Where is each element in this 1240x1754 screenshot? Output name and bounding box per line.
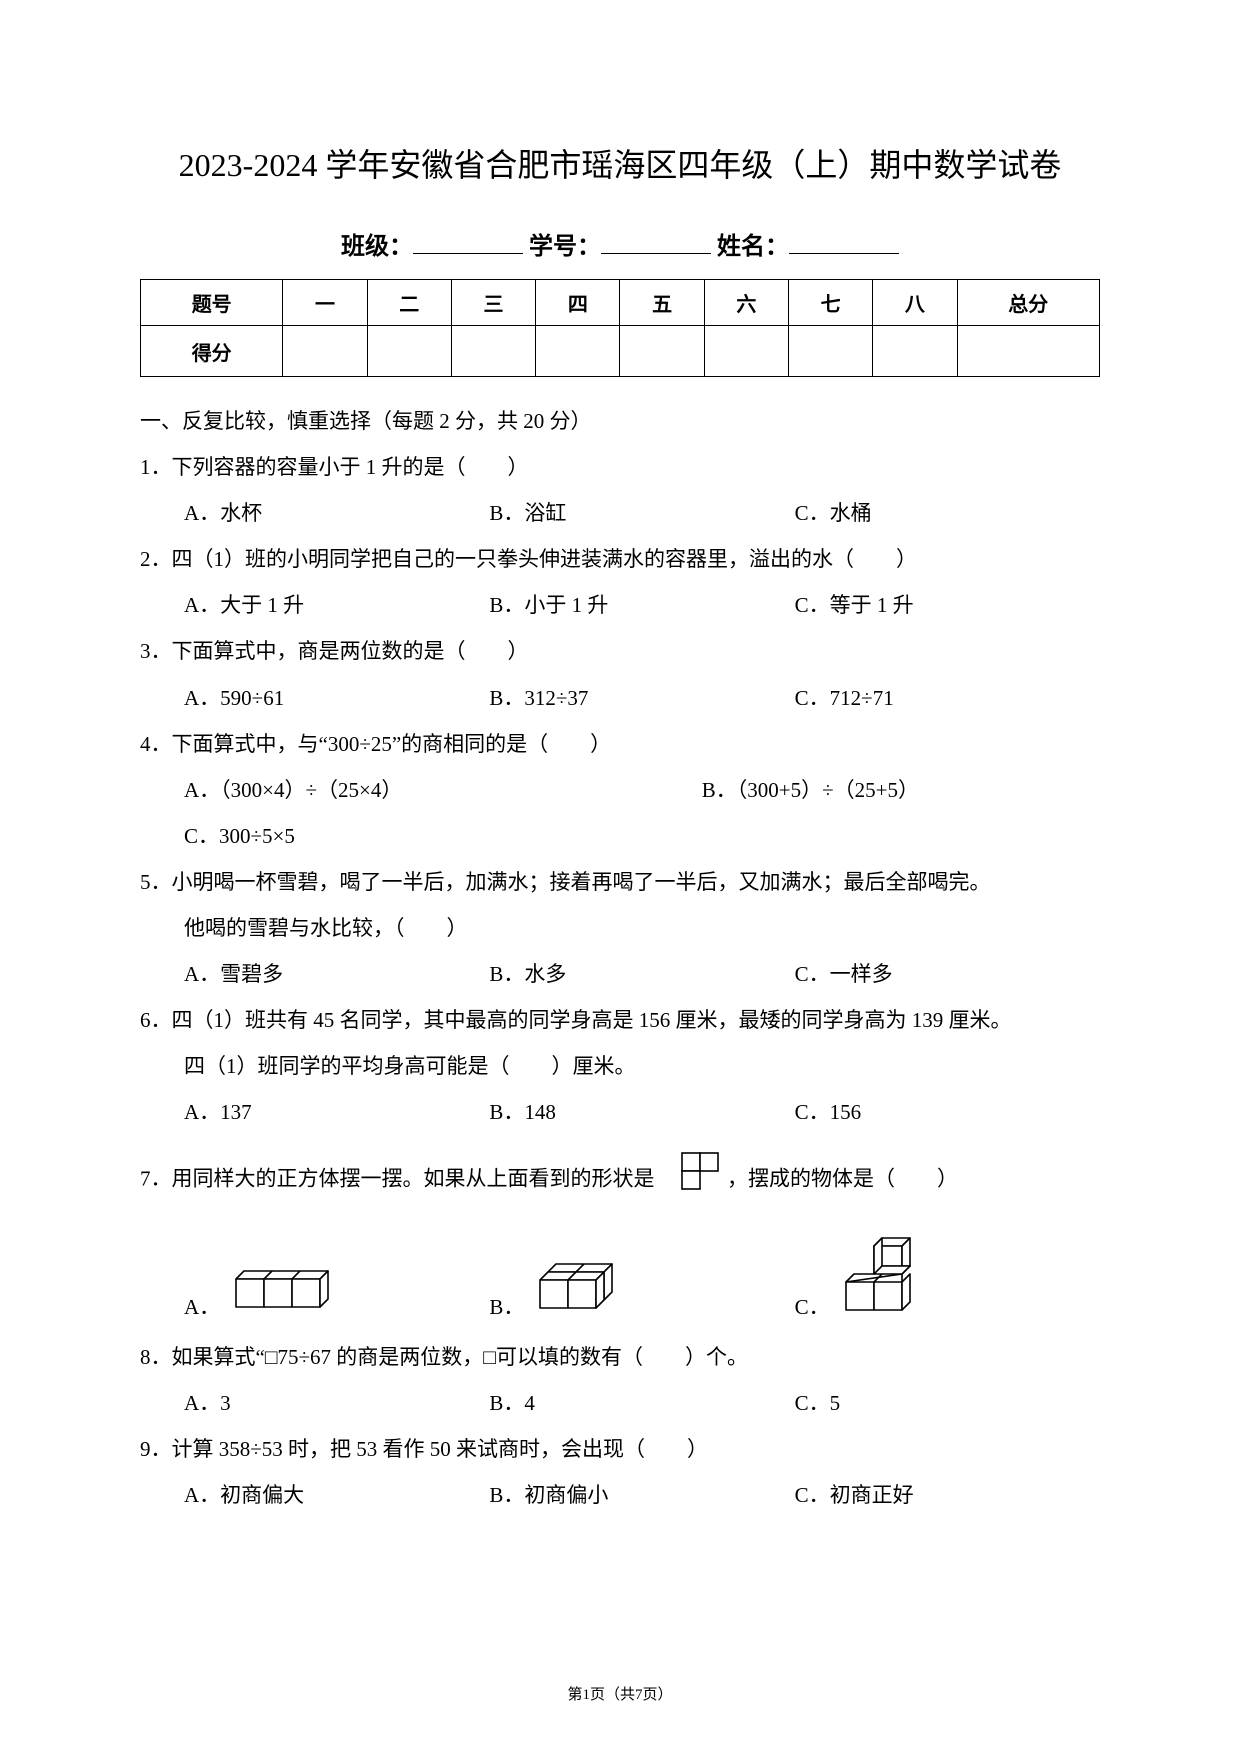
q1-optB: B．浴缸: [489, 491, 794, 535]
q9-opts: A．初商偏大 B．初商偏小 C．初商正好: [140, 1473, 1100, 1517]
q8-optB: B．4: [489, 1381, 794, 1425]
score-h2: 二: [367, 280, 451, 326]
score-h4: 四: [536, 280, 620, 326]
q3-optA: A．590÷61: [184, 676, 489, 720]
score-cell-2: [367, 326, 451, 377]
q6-opts: A．137 B．148 C．156: [140, 1090, 1100, 1134]
score-h5: 五: [620, 280, 704, 326]
q7-stem-pre: 7．用同样大的正方体摆一摆。如果从上面看到的形状是: [140, 1166, 655, 1190]
score-cell-7: [788, 326, 872, 377]
top-view-shape-icon: [660, 1151, 722, 1210]
score-h8: 八: [873, 280, 957, 326]
q9-optA: A．初商偏大: [184, 1473, 489, 1517]
q1-optA: A．水杯: [184, 491, 489, 535]
score-row-label: 得分: [141, 326, 283, 377]
id-blank: [601, 233, 711, 254]
q7-optC-label: C．: [795, 1285, 830, 1329]
q4-optC: C．300÷5×5: [140, 814, 1100, 858]
id-label: 学号：: [529, 234, 601, 260]
q7-optA-label: A．: [184, 1285, 220, 1329]
q7-optB: B．: [489, 1254, 794, 1329]
section1-heading: 一、反复比较，慎重选择（每题 2 分，共 20 分）: [140, 399, 1100, 443]
q5-optB: B．水多: [489, 952, 794, 996]
q5-stem1: 5．小明喝一杯雪碧，喝了一半后，加满水；接着再喝了一半后，又加满水；最后全部喝完…: [140, 860, 1100, 904]
q7-stem-post: ，摆成的物体是（ ）: [727, 1166, 958, 1190]
score-h0: 题号: [141, 280, 283, 326]
q7-optB-label: B．: [489, 1285, 524, 1329]
q3-opts: A．590÷61 B．312÷37 C．712÷71: [140, 676, 1100, 720]
q9-stem: 9．计算 358÷53 时，把 53 看作 50 来试商时，会出现（ ）: [140, 1427, 1100, 1471]
student-info-line: 班级： 学号： 姓名：: [140, 226, 1100, 261]
q5-opts: A．雪碧多 B．水多 C．一样多: [140, 952, 1100, 996]
q6-stem2: 四（1）班同学的平均身高可能是（ ）厘米。: [140, 1044, 1100, 1088]
score-header-row: 题号 一 二 三 四 五 六 七 八 总分: [141, 280, 1100, 326]
q3-stem: 3．下面算式中，商是两位数的是（ ）: [140, 629, 1100, 673]
q1-opts: A．水杯 B．浴缸 C．水桶: [140, 491, 1100, 535]
q6-optB: B．148: [489, 1090, 794, 1134]
q7-optC: C．: [795, 1234, 1100, 1329]
score-cell-total: [957, 326, 1099, 377]
q5-stem2: 他喝的雪碧与水比较，（ ）: [140, 906, 1100, 950]
score-cell-6: [704, 326, 788, 377]
q4-optA: A．（300×4）÷（25×4）: [184, 768, 702, 812]
q8-opts: A．3 B．4 C．5: [140, 1381, 1100, 1425]
q4-opts-row1: A．（300×4）÷（25×4） B．（300+5）÷（25+5）: [140, 768, 1100, 812]
score-cell-5: [620, 326, 704, 377]
q8-optC: C．5: [795, 1381, 1100, 1425]
q4-stem: 4．下面算式中，与“300÷25”的商相同的是（ ）: [140, 722, 1100, 766]
section-1: 一、反复比较，慎重选择（每题 2 分，共 20 分） 1．下列容器的容量小于 1…: [140, 399, 1100, 1517]
cube-shape-c-icon: [836, 1234, 936, 1329]
q4-optB: B．（300+5）÷（25+5）: [702, 768, 1100, 812]
score-h6: 六: [704, 280, 788, 326]
q7-optA: A．: [184, 1259, 489, 1329]
q9-optB: B．初商偏小: [489, 1473, 794, 1517]
score-cell-3: [451, 326, 535, 377]
q2-optC: C．等于 1 升: [795, 583, 1100, 627]
name-label: 姓名：: [717, 234, 789, 260]
score-h7: 七: [788, 280, 872, 326]
q6-stem1: 6．四（1）班共有 45 名同学，其中最高的同学身高是 156 厘米，最矮的同学…: [140, 998, 1100, 1042]
score-cell-4: [536, 326, 620, 377]
q2-opts: A．大于 1 升 B．小于 1 升 C．等于 1 升: [140, 583, 1100, 627]
q1-stem: 1．下列容器的容量小于 1 升的是（ ）: [140, 445, 1100, 489]
exam-page: 2023-2024 学年安徽省合肥市瑶海区四年级（上）期中数学试卷 班级： 学号…: [0, 0, 1240, 1754]
q2-optB: B．小于 1 升: [489, 583, 794, 627]
q2-stem: 2．四（1）班的小明同学把自己的一只拳头伸进装满水的容器里，溢出的水（ ）: [140, 537, 1100, 581]
score-value-row: 得分: [141, 326, 1100, 377]
q3-optC: C．712÷71: [795, 676, 1100, 720]
q6-optA: A．137: [184, 1090, 489, 1134]
q8-optA: A．3: [184, 1381, 489, 1425]
q5-optC: C．一样多: [795, 952, 1100, 996]
score-cell-8: [873, 326, 957, 377]
class-blank: [413, 233, 523, 254]
score-h9: 总分: [957, 280, 1099, 326]
q8-stem: 8．如果算式“□75÷67 的商是两位数，□可以填的数有（ ）个。: [140, 1335, 1100, 1379]
page-title: 2023-2024 学年安徽省合肥市瑶海区四年级（上）期中数学试卷: [140, 140, 1100, 186]
q7-stem: 7．用同样大的正方体摆一摆。如果从上面看到的形状是 ，摆成的物体是（ ）: [140, 1151, 1100, 1210]
q5-optA: A．雪碧多: [184, 952, 489, 996]
q7-opts: A． B．: [140, 1234, 1100, 1329]
q6-optC: C．156: [795, 1090, 1100, 1134]
score-cell-1: [283, 326, 367, 377]
cube-shape-b-icon: [530, 1254, 650, 1329]
class-label: 班级：: [341, 234, 413, 260]
q2-optA: A．大于 1 升: [184, 583, 489, 627]
page-footer: 第1页（共7页）: [0, 1683, 1240, 1704]
name-blank: [789, 233, 899, 254]
q3-optB: B．312÷37: [489, 676, 794, 720]
q9-optC: C．初商正好: [795, 1473, 1100, 1517]
cube-shape-a-icon: [226, 1259, 336, 1329]
q1-optC: C．水桶: [795, 491, 1100, 535]
score-h1: 一: [283, 280, 367, 326]
score-table: 题号 一 二 三 四 五 六 七 八 总分 得分: [140, 279, 1100, 377]
score-h3: 三: [451, 280, 535, 326]
